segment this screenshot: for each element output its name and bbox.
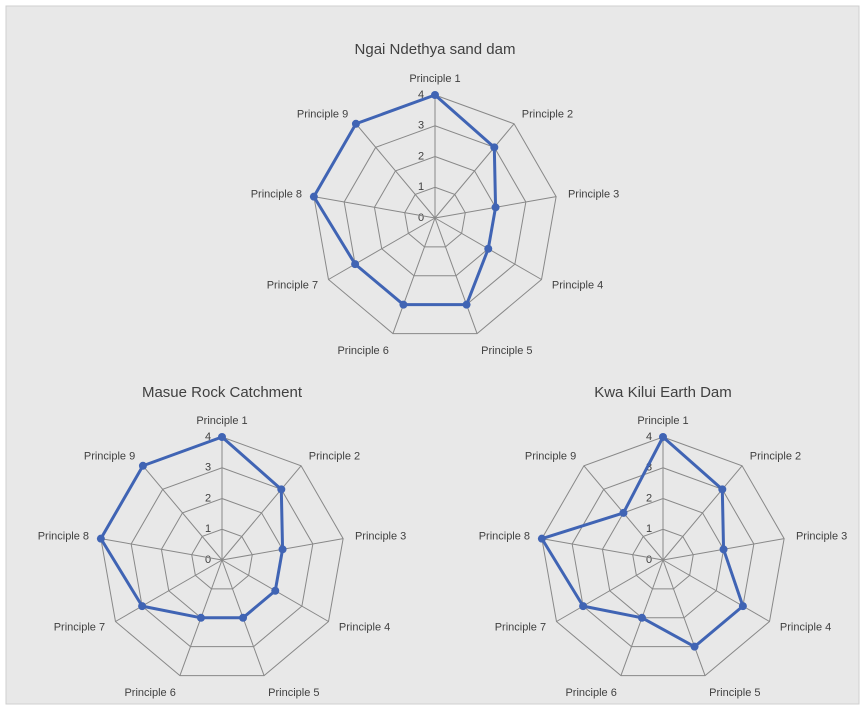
- category-label: Principle 2: [309, 450, 360, 462]
- grid-ring: [404, 186, 466, 248]
- r-tick-label: 0: [646, 554, 652, 566]
- data-point: [491, 203, 500, 212]
- data-point: [351, 260, 360, 269]
- category-label: Principle 9: [525, 450, 576, 462]
- category-label: Principle 5: [481, 345, 532, 357]
- category-label: Principle 7: [54, 621, 105, 633]
- category-label: Principle 1: [637, 415, 688, 427]
- spoke: [313, 196, 436, 219]
- data-point: [309, 192, 318, 201]
- category-label: Principle 4: [552, 279, 603, 291]
- r-tick-label: 0: [418, 212, 424, 224]
- grid-ring: [191, 528, 253, 590]
- r-tick-label: 3: [646, 462, 652, 474]
- spoke: [115, 559, 223, 622]
- r-tick-label: 4: [646, 431, 652, 443]
- category-label: Principle 5: [268, 687, 319, 699]
- grid-ring: [130, 467, 314, 648]
- series-line: [99, 435, 285, 620]
- category-label: Principle 6: [565, 687, 616, 699]
- r-tick-label: 1: [418, 181, 424, 193]
- data-point: [719, 545, 728, 554]
- category-label: Principle 3: [568, 188, 619, 200]
- category-label: Principle 7: [495, 621, 546, 633]
- spoke: [556, 559, 664, 622]
- category-label: Principle 3: [355, 530, 406, 542]
- spoke: [355, 123, 436, 219]
- category-label: Principle 7: [267, 279, 318, 291]
- grid-ring: [373, 155, 497, 277]
- grid-ring: [571, 467, 755, 648]
- chart-title: Ngai Ndethya sand dam: [355, 41, 516, 58]
- category-label: Principle 8: [251, 188, 302, 200]
- category-label: Principle 4: [339, 621, 390, 633]
- chart-title: Masue Rock Catchment: [142, 384, 303, 401]
- spoke: [541, 538, 664, 561]
- category-label: Principle 4: [780, 621, 831, 633]
- spoke: [328, 217, 436, 280]
- data-point: [271, 586, 280, 595]
- grid-ring: [632, 528, 694, 590]
- data-point: [637, 613, 646, 622]
- r-tick-label: 3: [418, 120, 424, 132]
- r-tick-label: 3: [205, 462, 211, 474]
- data-point: [579, 602, 588, 611]
- data-point: [96, 534, 105, 543]
- data-point: [351, 119, 360, 128]
- spoke: [100, 538, 223, 561]
- data-point: [484, 244, 493, 253]
- category-label: Principle 2: [750, 450, 801, 462]
- data-point: [690, 642, 699, 651]
- grid-ring: [601, 497, 725, 619]
- grid-ring: [541, 436, 785, 677]
- data-point: [619, 508, 628, 517]
- category-label: Principle 2: [522, 108, 573, 120]
- category-label: Principle 6: [124, 687, 175, 699]
- data-point: [537, 534, 546, 543]
- data-point: [196, 613, 205, 622]
- category-label: Principle 1: [196, 415, 247, 427]
- data-point: [138, 602, 147, 611]
- category-label: Principle 6: [337, 345, 388, 357]
- data-point: [277, 485, 286, 494]
- r-tick-label: 2: [418, 150, 424, 162]
- r-tick-label: 1: [646, 523, 652, 535]
- data-point: [490, 143, 499, 152]
- r-tick-label: 0: [205, 554, 211, 566]
- category-label: Principle 5: [709, 687, 760, 699]
- category-label: Principle 8: [38, 530, 89, 542]
- data-point: [738, 602, 747, 611]
- spoke: [662, 559, 770, 622]
- r-tick-label: 1: [205, 523, 211, 535]
- category-label: Principle 9: [84, 450, 135, 462]
- spoke: [434, 217, 478, 334]
- data-point: [659, 433, 667, 441]
- spoke: [142, 465, 223, 561]
- spoke: [662, 559, 706, 676]
- spoke: [434, 123, 515, 219]
- category-label: Principle 9: [297, 108, 348, 120]
- spoke: [662, 465, 743, 561]
- r-tick-label: 4: [418, 89, 424, 101]
- category-label: Principle 8: [479, 530, 530, 542]
- spoke: [221, 465, 302, 561]
- r-tick-label: 2: [205, 492, 211, 504]
- category-label: Principle 3: [796, 530, 847, 542]
- category-label: Principle 1: [409, 73, 460, 85]
- data-point: [462, 300, 471, 309]
- data-point: [431, 91, 439, 99]
- data-point: [138, 461, 147, 470]
- series-line: [540, 435, 745, 649]
- spoke: [392, 217, 436, 334]
- data-point: [718, 485, 727, 494]
- r-tick-label: 4: [205, 431, 211, 443]
- data-point: [278, 545, 287, 554]
- data-point: [218, 433, 226, 441]
- data-point: [239, 613, 248, 622]
- data-point: [399, 300, 408, 309]
- series-line: [312, 93, 498, 307]
- chart-title: Kwa Kilui Earth Dam: [594, 384, 732, 401]
- r-tick-label: 2: [646, 492, 652, 504]
